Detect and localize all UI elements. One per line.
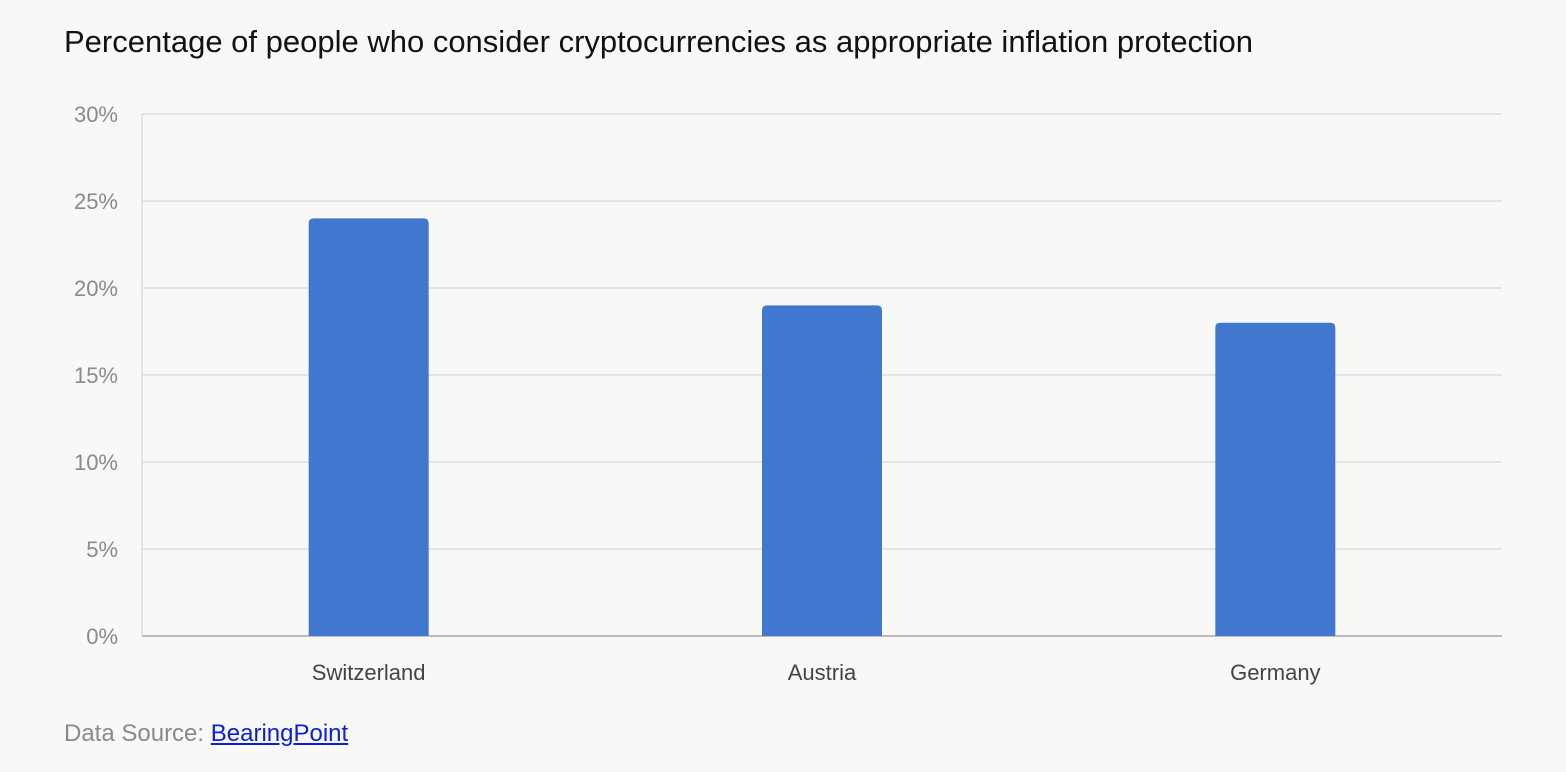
x-axis-ticks: Switzerland Austria Germany — [312, 660, 1321, 685]
y-tick-label: 25% — [74, 189, 118, 214]
bar-switzerland — [308, 218, 429, 636]
x-tick-label: Austria — [788, 660, 857, 685]
bar-austria — [762, 305, 882, 636]
bars — [308, 218, 1336, 636]
bar-germany — [1215, 322, 1336, 636]
y-tick-label: 30% — [74, 102, 118, 127]
y-axis-ticks: 0% 5% 10% 15% 20% 25% 30% — [74, 102, 118, 649]
chart-title: Percentage of people who consider crypto… — [64, 24, 1254, 59]
x-tick-label: Switzerland — [312, 660, 426, 685]
y-tick-label: 5% — [86, 537, 118, 562]
y-tick-label: 15% — [74, 363, 118, 388]
y-tick-label: 20% — [74, 276, 118, 301]
x-tick-label: Germany — [1230, 660, 1320, 685]
y-tick-label: 0% — [86, 624, 118, 649]
data-source-prefix: Data Source: — [64, 720, 211, 747]
y-tick-label: 10% — [74, 450, 118, 475]
data-source-link[interactable]: BearingPoint — [210, 720, 349, 747]
data-source: Data Source: BearingPoint — [64, 718, 348, 750]
